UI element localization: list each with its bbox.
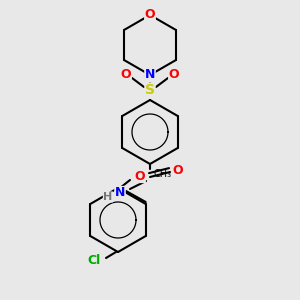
Text: O: O [169,68,179,82]
Text: Cl: Cl [87,254,101,268]
Text: O: O [145,8,155,22]
Text: S: S [145,83,155,97]
Text: N: N [115,187,125,200]
Text: H: H [103,192,112,202]
Text: O: O [121,68,131,82]
Text: O: O [173,164,183,176]
Text: CH₃: CH₃ [154,169,172,179]
Text: N: N [145,68,155,82]
Text: O: O [135,169,145,182]
